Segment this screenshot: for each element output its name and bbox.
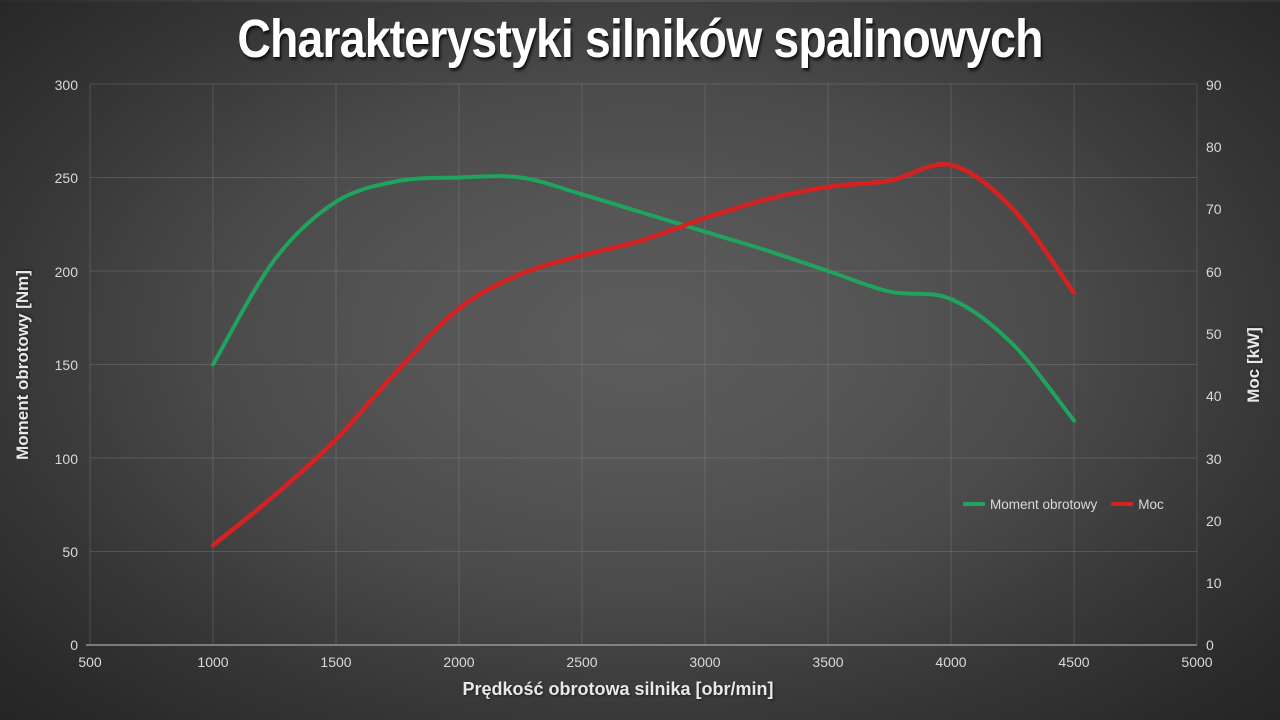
y-left-tick-label: 100: [54, 450, 78, 467]
torque-curve: [211, 174, 1076, 423]
power-curve: [210, 161, 1077, 548]
y-left-tick-label: 150: [54, 357, 78, 373]
x-tick-label: 5000: [1181, 654, 1213, 670]
legend-item-power: Moc: [1111, 497, 1164, 512]
y-axis-right-title: Moc [kW]: [1244, 327, 1263, 403]
torque-line-swatch: [963, 502, 985, 506]
legend-item-torque: Moment obrotowy: [963, 497, 1097, 512]
y-left-tick-label: 0: [70, 637, 78, 653]
x-tick-label: 500: [78, 654, 102, 670]
y-left-tick-label: 250: [54, 170, 78, 186]
y-right-tick-label: 60: [1206, 263, 1222, 280]
y-right-tick-label: 30: [1206, 450, 1222, 467]
x-tick-label: 3500: [812, 654, 844, 670]
y-left-tick-label: 200: [54, 263, 78, 280]
legend: Moment obrotowy Moc: [963, 496, 1164, 512]
y-left-tick-label: 50: [62, 544, 78, 560]
x-tick-label: 4500: [1058, 654, 1090, 670]
y-right-tick-label: 70: [1206, 201, 1222, 218]
y-right-tick-label: 40: [1206, 388, 1222, 405]
x-tick-label: 2500: [566, 654, 598, 670]
y-right-tick-label: 0: [1206, 637, 1214, 653]
y-right-tick-label: 50: [1206, 325, 1222, 342]
x-tick-label: 1500: [320, 654, 352, 670]
chart-title: Charakterystyki silników spalinowych: [237, 9, 1043, 69]
x-tick-label: 4000: [935, 654, 967, 670]
y-left-tick-label: 300: [54, 76, 78, 93]
top-edge-highlight: [0, 0, 1280, 2]
x-tick-label: 1000: [197, 654, 229, 670]
x-tick-label: 2000: [443, 654, 475, 670]
y-right-tick-label: 80: [1206, 138, 1222, 155]
legend-label-power: Moc: [1138, 496, 1164, 512]
x-axis-title: Prędkość obrotowa silnika [obr/min]: [462, 679, 774, 699]
legend-label-torque: Moment obrotowy: [990, 496, 1098, 512]
x-tick-label: 3000: [689, 654, 721, 670]
y-right-tick-label: 20: [1206, 512, 1222, 529]
y-axis-left-title: Moment obrotowy [Nm]: [13, 270, 32, 460]
y-right-tick-label: 10: [1206, 575, 1222, 592]
power-line-swatch: [1111, 502, 1134, 506]
y-right-tick-label: 90: [1206, 76, 1222, 93]
